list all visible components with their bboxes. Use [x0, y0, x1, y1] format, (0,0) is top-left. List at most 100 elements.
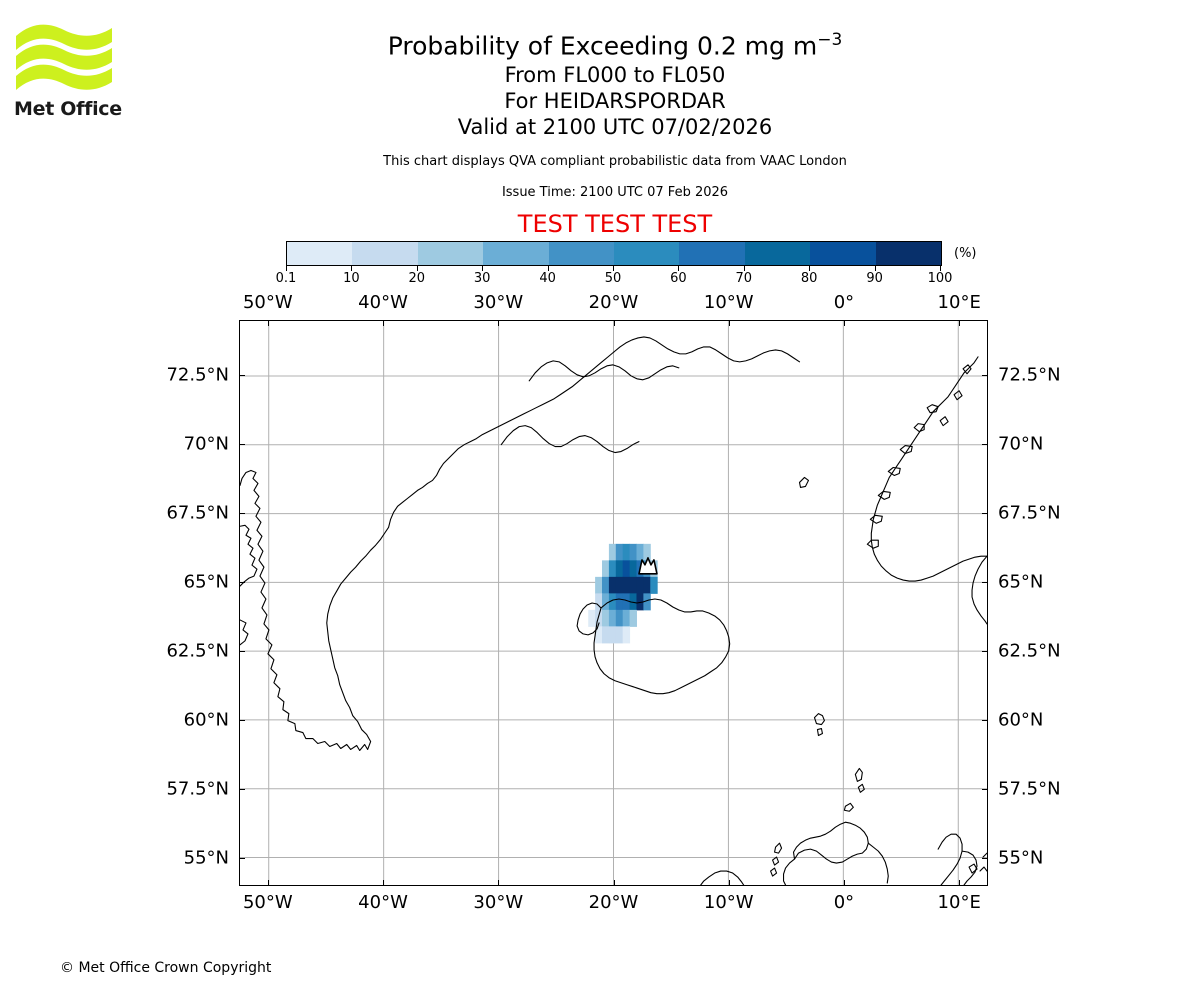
lat-tick-left-6 [239, 789, 245, 791]
ash-cell [650, 576, 658, 594]
greenland-northeast-coast [613, 336, 801, 363]
colorbar-tick-label-6: 60 [670, 271, 687, 286]
ash-cell [602, 609, 610, 627]
ash-cell [608, 560, 617, 578]
ash-cell [629, 576, 637, 594]
ash-cell [602, 576, 610, 594]
ash-cell [595, 609, 603, 627]
colorbar-tick-1 [351, 266, 353, 271]
colorbar-gradient [286, 241, 942, 266]
lon-label-bottom-1: 40°W [358, 892, 408, 913]
lat-label-left-6: 57.5°N [166, 778, 229, 800]
ash-cell [608, 609, 617, 627]
copyright-notice: © Met Office Crown Copyright [60, 960, 272, 976]
colorbar-tick-0 [286, 266, 287, 271]
greenland-mid-fjords [500, 425, 640, 454]
colorbar-tick-10 [940, 266, 941, 271]
colorbar-tick-label-2: 20 [408, 271, 426, 286]
colorbar-tick-label-9: 90 [866, 271, 883, 286]
faroe-islands [813, 713, 825, 737]
ash-cell [615, 576, 624, 594]
lat-tick-left-0 [239, 375, 245, 377]
ash-cell [629, 609, 637, 627]
lat-tick-right-0 [982, 375, 988, 377]
lon-tick-bottom-1 [383, 880, 385, 886]
chart-title-block: Probability of Exceeding 0.2 mg m−3 From… [240, 24, 990, 238]
map-plot-area[interactable] [239, 320, 988, 886]
colorbar-tick-9 [874, 266, 876, 271]
disclaimer-text: This chart displays QVA compliant probab… [383, 154, 847, 170]
colorbar-tick-label-10: 100 [927, 271, 953, 286]
lat-label-left-2: 67.5°N [166, 502, 229, 524]
title-text: Probability of Exceeding 0.2 mg m [387, 31, 818, 61]
colorbar-unit-label: (%) [954, 246, 977, 261]
ash-cell [608, 593, 617, 611]
flight-level-line: From FL000 to FL050 [504, 63, 726, 88]
colorbar-tick-label-8: 80 [800, 271, 818, 286]
sweden-coast [971, 555, 987, 625]
valid-time-line: Valid at 2100 UTC 07/02/2026 [457, 115, 773, 140]
lon-label-bottom-5: 0° [833, 892, 855, 913]
colorbar-band-7 [744, 242, 811, 265]
colorbar-tick-label-3: 30 [473, 271, 491, 286]
ash-cell [636, 593, 644, 611]
jan-mayen-island [798, 476, 810, 488]
lon-label-bottom-6: 10°E [937, 892, 981, 913]
colorbar-tick-4 [547, 266, 549, 271]
lat-label-right-3: 65°N [998, 571, 1044, 593]
ash-cell [602, 626, 610, 644]
ash-cell [615, 560, 624, 578]
colorbar-tick-label-4: 40 [539, 271, 556, 286]
lat-tick-right-2 [982, 513, 988, 515]
colorbar-tick-7 [743, 266, 745, 271]
lon-label-top-5: 0° [833, 292, 855, 313]
lat-label-left-4: 62.5°N [166, 640, 229, 662]
britain-extension [782, 842, 889, 885]
ash-cell [622, 576, 631, 594]
denmark-coast [937, 833, 978, 885]
colorbar-tick-label-1: 10 [343, 271, 360, 286]
colorbar-tick-5 [613, 266, 614, 271]
greenland-east-coast [250, 351, 615, 752]
lon-tick-top-0 [267, 320, 269, 326]
colorbar-band-4 [548, 242, 615, 265]
lat-tick-right-4 [982, 651, 988, 653]
map-canvas [240, 321, 987, 885]
ash-cell [636, 543, 644, 561]
norway-west-coast [870, 356, 987, 582]
lat-label-right-6: 57.5°N [998, 778, 1061, 800]
lat-tick-right-7 [982, 858, 988, 860]
lon-tick-top-3 [613, 320, 615, 326]
lat-tick-left-4 [239, 651, 245, 653]
ash-cell [602, 593, 610, 611]
greenland-north-fjords [528, 360, 680, 382]
orkney-islands [843, 802, 854, 812]
colorbar-tick-label-7: 70 [735, 271, 753, 286]
lon-label-top-0: 50°W [242, 292, 293, 313]
lat-label-left-1: 70°N [183, 433, 229, 455]
lat-tick-left-2 [239, 513, 245, 515]
outer-hebrides [770, 842, 783, 877]
denmark-islands [968, 852, 987, 874]
ash-cell [643, 593, 651, 611]
met-office-wave-icon [16, 24, 112, 90]
lon-tick-top-6 [959, 320, 961, 326]
lon-tick-bottom-4 [728, 880, 730, 886]
colorbar-ticks: 0.1 10 20 30 40 50 60 70 80 90 100 [276, 266, 952, 288]
lat-label-left-3: 65°N [183, 571, 229, 593]
lon-tick-bottom-6 [959, 880, 961, 886]
ash-cell [595, 626, 603, 644]
colorbar-band-0 [287, 242, 353, 265]
greenland-west-edge [240, 469, 258, 646]
volcano-marker-icon [638, 557, 658, 575]
volcano-marker-shape [638, 557, 658, 575]
lon-tick-bottom-0 [267, 880, 269, 886]
ash-cell [588, 609, 596, 627]
lon-tick-top-4 [728, 320, 730, 326]
norway-fjords [866, 404, 939, 549]
ash-cell [636, 576, 644, 594]
colorbar: 0.1 10 20 30 40 50 60 70 80 90 100 (%) [276, 241, 977, 288]
colorbar-band-3 [483, 242, 549, 265]
ash-cell [595, 593, 603, 611]
ash-cell [643, 543, 651, 561]
